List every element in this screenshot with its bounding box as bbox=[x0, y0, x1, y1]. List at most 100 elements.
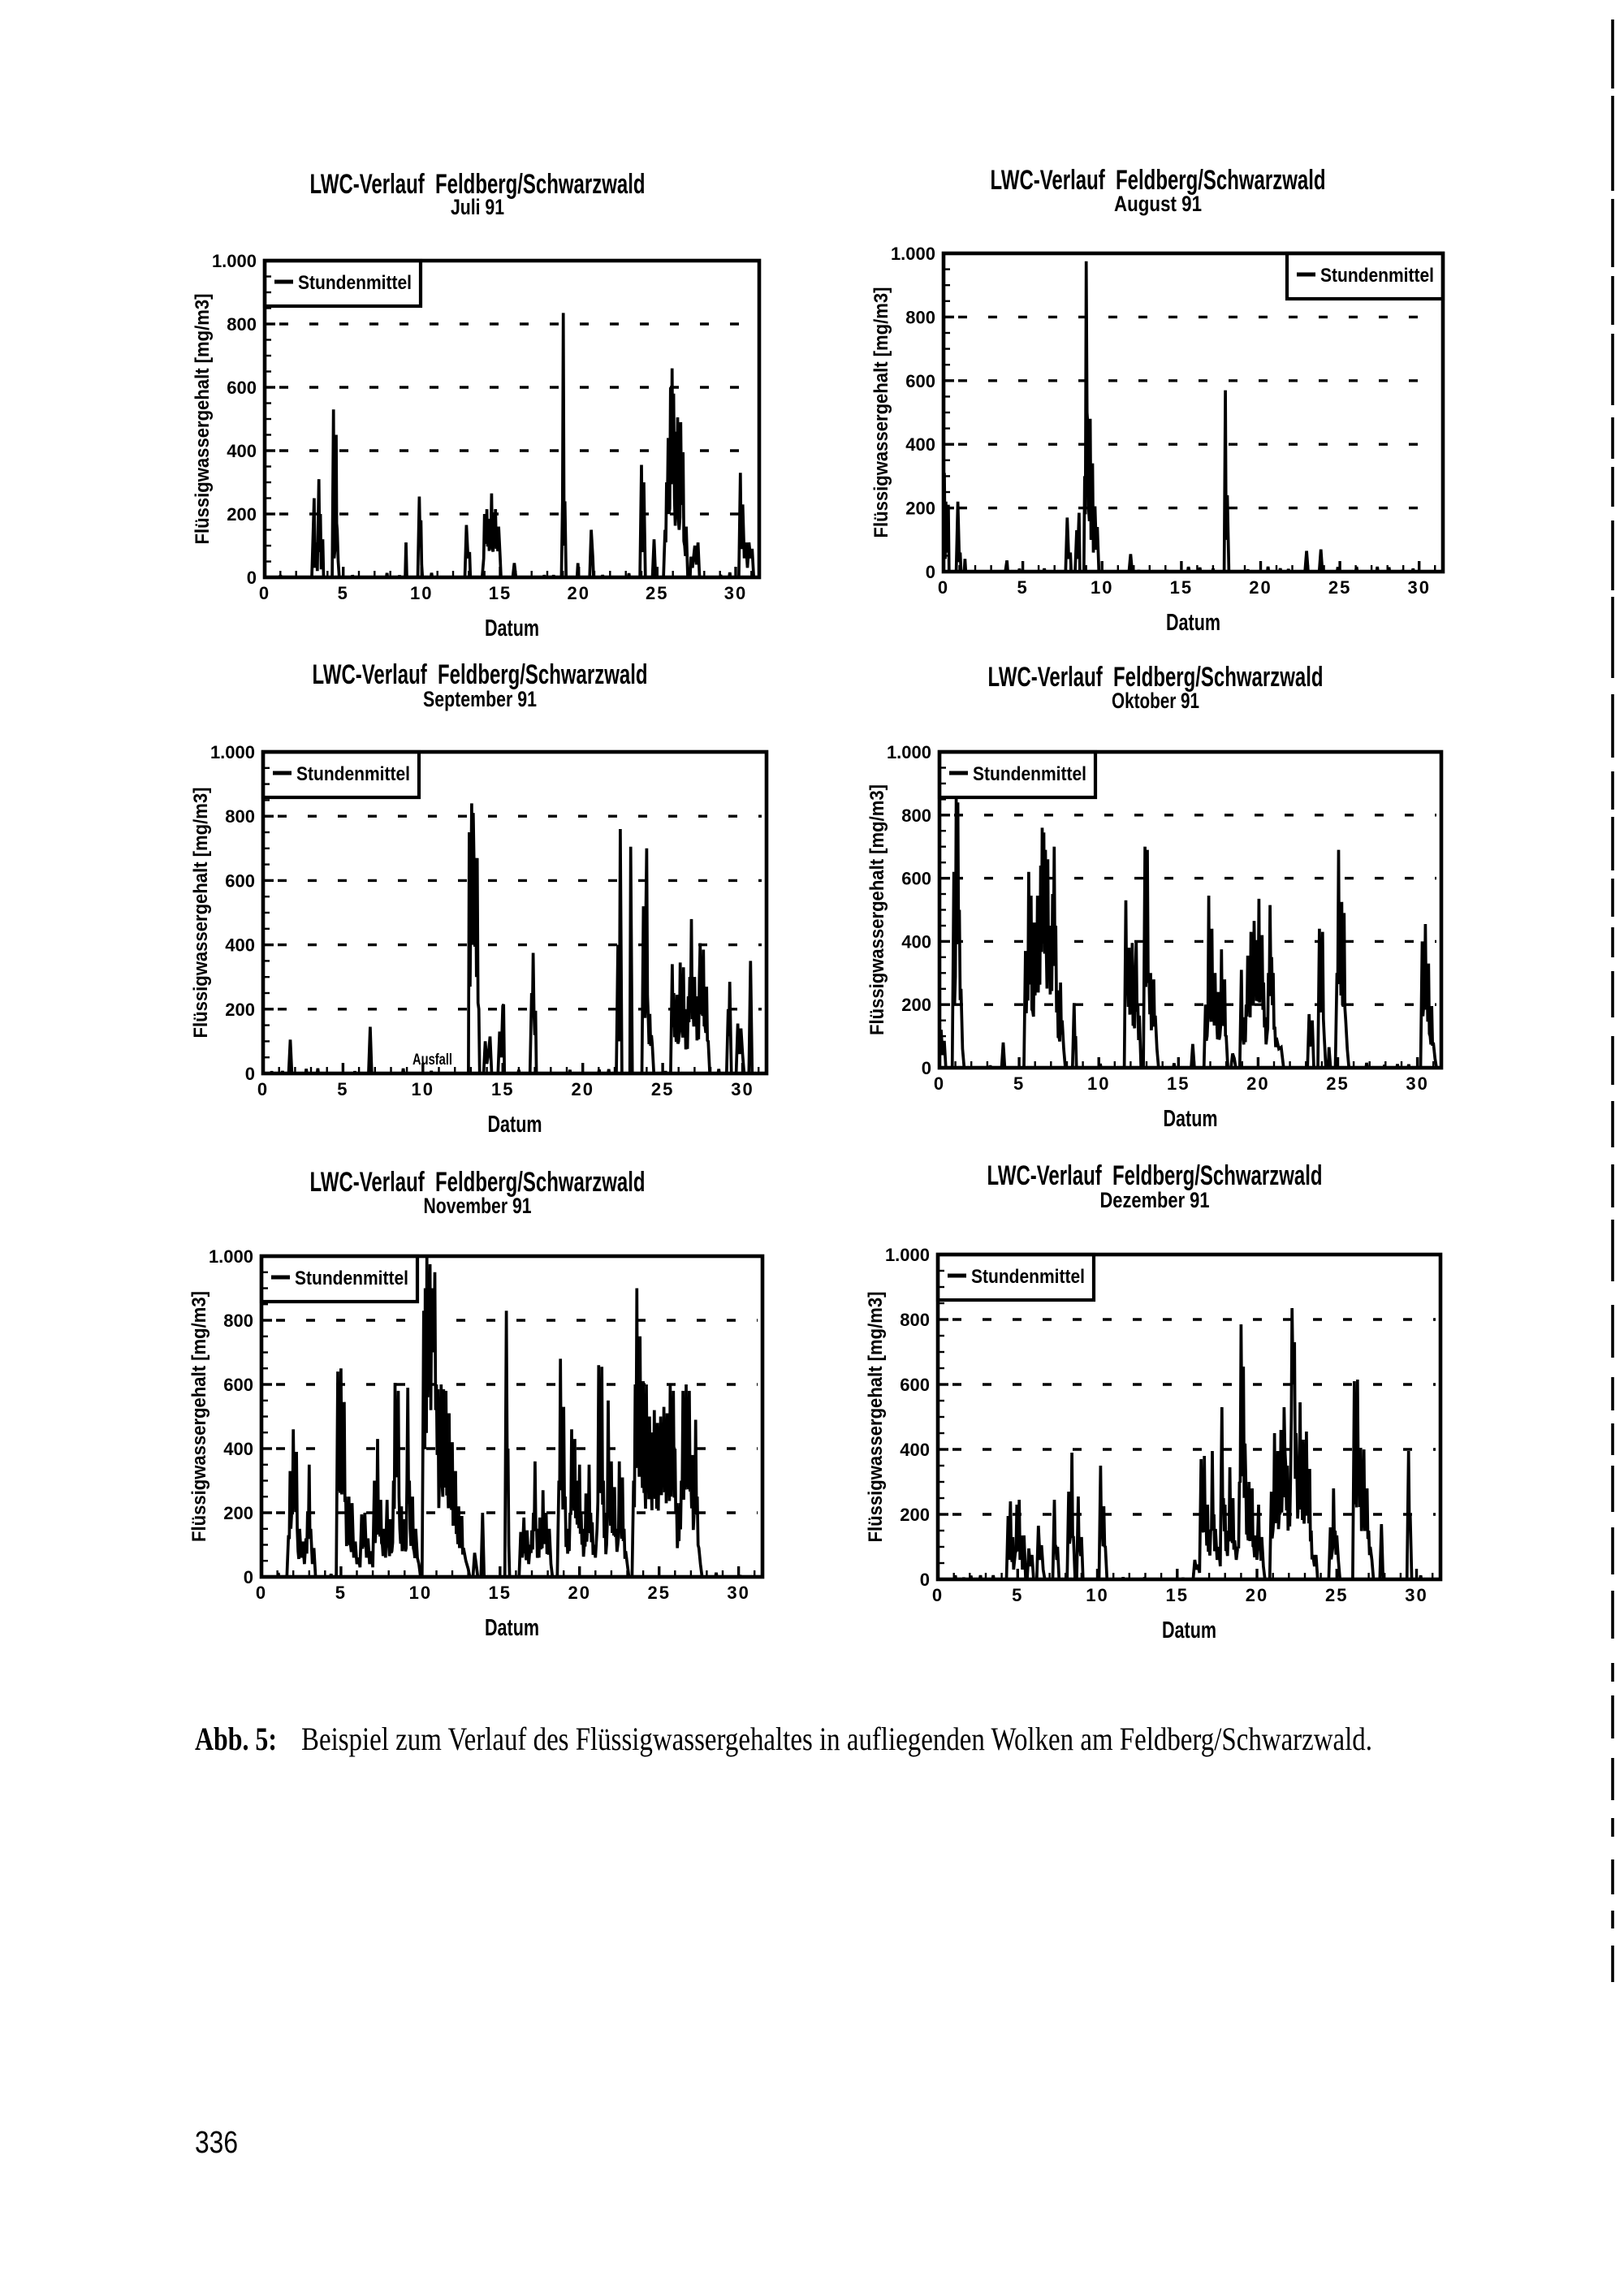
svg-text:Stundenmittel: Stundenmittel bbox=[1320, 265, 1434, 287]
svg-text:20: 20 bbox=[571, 1079, 594, 1099]
svg-text:Flüssigwassergehalt [mg/m3]: Flüssigwassergehalt [mg/m3] bbox=[866, 784, 888, 1035]
svg-text:0: 0 bbox=[926, 562, 935, 582]
svg-text:5: 5 bbox=[337, 1079, 348, 1099]
svg-text:0: 0 bbox=[922, 1058, 931, 1078]
svg-text:Stundenmittel: Stundenmittel bbox=[971, 1266, 1085, 1288]
svg-text:200: 200 bbox=[905, 499, 935, 519]
svg-text:0: 0 bbox=[934, 1073, 945, 1094]
svg-text:0: 0 bbox=[244, 1567, 253, 1587]
svg-text:1.000: 1.000 bbox=[885, 1245, 930, 1265]
svg-text:0: 0 bbox=[259, 583, 270, 603]
svg-text:200: 200 bbox=[223, 1503, 253, 1523]
svg-text:800: 800 bbox=[223, 1311, 253, 1331]
svg-text:30: 30 bbox=[1407, 577, 1430, 598]
svg-text:800: 800 bbox=[227, 314, 257, 335]
svg-text:20: 20 bbox=[1249, 577, 1272, 598]
svg-text:LWC-Verlauf Feldberg/Schwarzw: LWC-Verlauf Feldberg/Schwarzwald bbox=[310, 1167, 646, 1198]
svg-text:200: 200 bbox=[225, 1000, 255, 1020]
svg-text:Datum: Datum bbox=[485, 1615, 539, 1641]
svg-text:600: 600 bbox=[225, 870, 255, 891]
svg-text:Flüssigwassergehalt [mg/m3]: Flüssigwassergehalt [mg/m3] bbox=[865, 1292, 887, 1543]
svg-text:30: 30 bbox=[731, 1079, 754, 1099]
svg-text:20: 20 bbox=[1246, 1585, 1268, 1605]
svg-text:1.000: 1.000 bbox=[210, 742, 255, 762]
svg-text:400: 400 bbox=[900, 1440, 930, 1460]
svg-text:336: 336 bbox=[195, 2126, 238, 2160]
svg-text:Datum: Datum bbox=[485, 615, 539, 641]
svg-text:Oktober 91: Oktober 91 bbox=[1112, 689, 1199, 713]
svg-text:0: 0 bbox=[920, 1570, 930, 1590]
svg-text:Datum: Datum bbox=[488, 1112, 542, 1138]
svg-text:600: 600 bbox=[227, 378, 257, 398]
svg-text:400: 400 bbox=[225, 935, 255, 956]
svg-text:10: 10 bbox=[412, 1079, 434, 1099]
svg-text:Flüssigwassergehalt [mg/m3]: Flüssigwassergehalt [mg/m3] bbox=[870, 287, 892, 538]
svg-text:LWC-Verlauf Feldberg/Schwarzw: LWC-Verlauf Feldberg/Schwarzwald bbox=[991, 165, 1326, 196]
svg-text:400: 400 bbox=[905, 434, 935, 455]
svg-text:Stundenmittel: Stundenmittel bbox=[296, 763, 410, 785]
svg-text:Stundenmittel: Stundenmittel bbox=[295, 1268, 408, 1289]
svg-text:400: 400 bbox=[901, 931, 931, 952]
svg-text:Flüssigwassergehalt [mg/m3]: Flüssigwassergehalt [mg/m3] bbox=[190, 788, 212, 1039]
svg-text:5: 5 bbox=[338, 583, 349, 603]
svg-text:1.000: 1.000 bbox=[891, 244, 935, 264]
svg-text:Flüssigwassergehalt [mg/m3]: Flüssigwassergehalt [mg/m3] bbox=[192, 294, 214, 545]
svg-text:10: 10 bbox=[1091, 577, 1113, 598]
svg-text:LWC-Verlauf Feldberg/Schwarzw: LWC-Verlauf Feldberg/Schwarzwald bbox=[987, 1160, 1323, 1191]
svg-text:0: 0 bbox=[245, 1064, 255, 1084]
svg-text:November 91: November 91 bbox=[424, 1194, 532, 1218]
svg-text:15: 15 bbox=[1170, 577, 1193, 598]
svg-text:August 91: August 91 bbox=[1114, 192, 1202, 216]
svg-text:15: 15 bbox=[1167, 1073, 1190, 1094]
svg-text:Abb. 5:: Abb. 5: bbox=[195, 1721, 277, 1757]
svg-text:20: 20 bbox=[1246, 1073, 1269, 1094]
svg-text:0: 0 bbox=[257, 1079, 269, 1099]
svg-text:25: 25 bbox=[1326, 1073, 1349, 1094]
svg-text:LWC-Verlauf Feldberg/Schwarzw: LWC-Verlauf Feldberg/Schwarzwald bbox=[988, 662, 1324, 693]
svg-text:600: 600 bbox=[905, 371, 935, 391]
svg-text:200: 200 bbox=[901, 995, 931, 1015]
svg-text:15: 15 bbox=[489, 1583, 512, 1603]
svg-text:400: 400 bbox=[223, 1439, 253, 1459]
svg-text:30: 30 bbox=[727, 1583, 749, 1603]
svg-text:10: 10 bbox=[410, 583, 433, 603]
svg-text:Stundenmittel: Stundenmittel bbox=[298, 272, 412, 294]
svg-text:25: 25 bbox=[1328, 577, 1351, 598]
svg-text:800: 800 bbox=[225, 806, 255, 827]
svg-text:800: 800 bbox=[900, 1310, 930, 1330]
svg-text:1.000: 1.000 bbox=[209, 1246, 253, 1267]
svg-text:Datum: Datum bbox=[1162, 1617, 1216, 1643]
svg-text:Dezember 91: Dezember 91 bbox=[1100, 1188, 1210, 1212]
svg-text:400: 400 bbox=[227, 441, 257, 461]
svg-text:Flüssigwassergehalt [mg/m3]: Flüssigwassergehalt [mg/m3] bbox=[188, 1291, 210, 1542]
svg-text:LWC-Verlauf Feldberg/Schwarzw: LWC-Verlauf Feldberg/Schwarzwald bbox=[310, 169, 646, 200]
svg-text:1.000: 1.000 bbox=[887, 742, 931, 762]
svg-text:0: 0 bbox=[938, 577, 949, 598]
svg-text:5: 5 bbox=[1012, 1585, 1023, 1605]
svg-text:200: 200 bbox=[900, 1505, 930, 1525]
svg-text:Stundenmittel: Stundenmittel bbox=[973, 763, 1086, 785]
svg-text:20: 20 bbox=[567, 583, 590, 603]
svg-text:LWC-Verlauf Feldberg/Schwarzw: LWC-Verlauf Feldberg/Schwarzwald bbox=[313, 659, 648, 690]
svg-text:1.000: 1.000 bbox=[212, 251, 257, 271]
svg-text:5: 5 bbox=[1013, 1073, 1025, 1094]
svg-text:Datum: Datum bbox=[1166, 610, 1220, 636]
svg-text:800: 800 bbox=[905, 307, 935, 327]
svg-text:5: 5 bbox=[1017, 577, 1028, 598]
svg-text:30: 30 bbox=[1406, 1073, 1428, 1094]
svg-text:Beispiel zum Verlauf des Flüss: Beispiel zum Verlauf des Flüssigwasserge… bbox=[301, 1721, 1372, 1757]
svg-text:25: 25 bbox=[651, 1079, 674, 1099]
svg-text:0: 0 bbox=[256, 1583, 267, 1603]
svg-text:15: 15 bbox=[491, 1079, 514, 1099]
svg-text:20: 20 bbox=[568, 1583, 590, 1603]
svg-text:5: 5 bbox=[335, 1583, 347, 1603]
svg-text:15: 15 bbox=[1166, 1585, 1189, 1605]
svg-text:200: 200 bbox=[227, 504, 257, 525]
svg-text:Ausfall: Ausfall bbox=[412, 1052, 452, 1069]
svg-text:10: 10 bbox=[1087, 1073, 1110, 1094]
svg-text:25: 25 bbox=[1325, 1585, 1348, 1605]
svg-text:25: 25 bbox=[646, 583, 668, 603]
svg-text:600: 600 bbox=[223, 1375, 253, 1395]
svg-text:800: 800 bbox=[901, 805, 931, 826]
svg-text:25: 25 bbox=[647, 1583, 670, 1603]
